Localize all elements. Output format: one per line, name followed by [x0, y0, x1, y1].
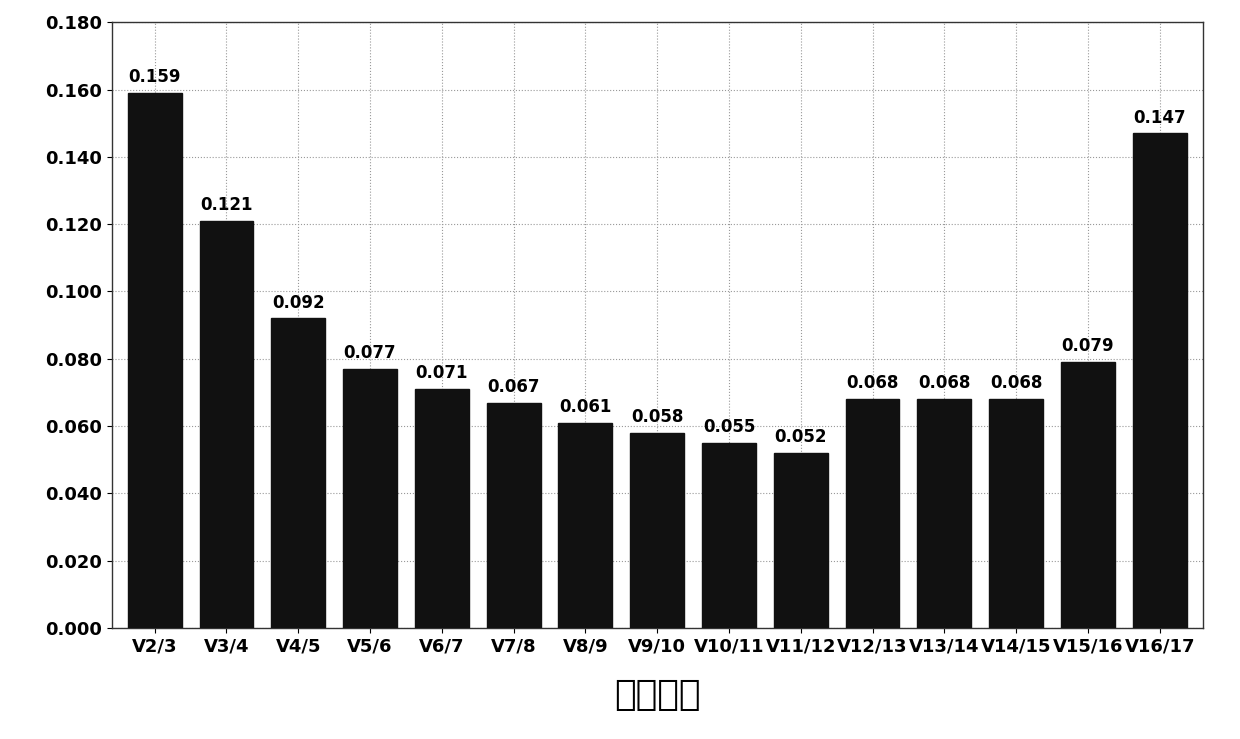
- Bar: [415, 389, 469, 628]
- Text: 0.092: 0.092: [272, 293, 325, 312]
- Text: 0.071: 0.071: [415, 364, 467, 382]
- Text: 0.068: 0.068: [990, 375, 1043, 392]
- Bar: [558, 423, 613, 628]
- Text: 0.061: 0.061: [559, 398, 611, 416]
- Text: 0.055: 0.055: [703, 418, 755, 436]
- Text: 0.121: 0.121: [200, 196, 253, 214]
- Bar: [343, 369, 397, 628]
- X-axis label: 成对变化: 成对变化: [614, 678, 701, 712]
- Text: 0.077: 0.077: [343, 344, 397, 362]
- Text: 0.068: 0.068: [918, 375, 971, 392]
- Bar: [272, 319, 325, 628]
- Bar: [630, 433, 684, 628]
- Bar: [200, 221, 253, 628]
- Bar: [1133, 133, 1187, 628]
- Bar: [702, 443, 756, 628]
- Text: 0.058: 0.058: [631, 408, 683, 426]
- Text: 0.147: 0.147: [1133, 109, 1185, 126]
- Text: 0.068: 0.068: [847, 375, 899, 392]
- Bar: [774, 453, 828, 628]
- Bar: [918, 399, 971, 628]
- Text: 0.159: 0.159: [129, 68, 181, 86]
- Bar: [990, 399, 1043, 628]
- Text: 0.067: 0.067: [487, 378, 539, 396]
- Bar: [486, 403, 541, 628]
- Bar: [128, 93, 181, 628]
- Text: 0.079: 0.079: [1061, 338, 1115, 355]
- Bar: [1061, 362, 1115, 628]
- Text: 0.052: 0.052: [775, 429, 827, 446]
- Bar: [846, 399, 899, 628]
